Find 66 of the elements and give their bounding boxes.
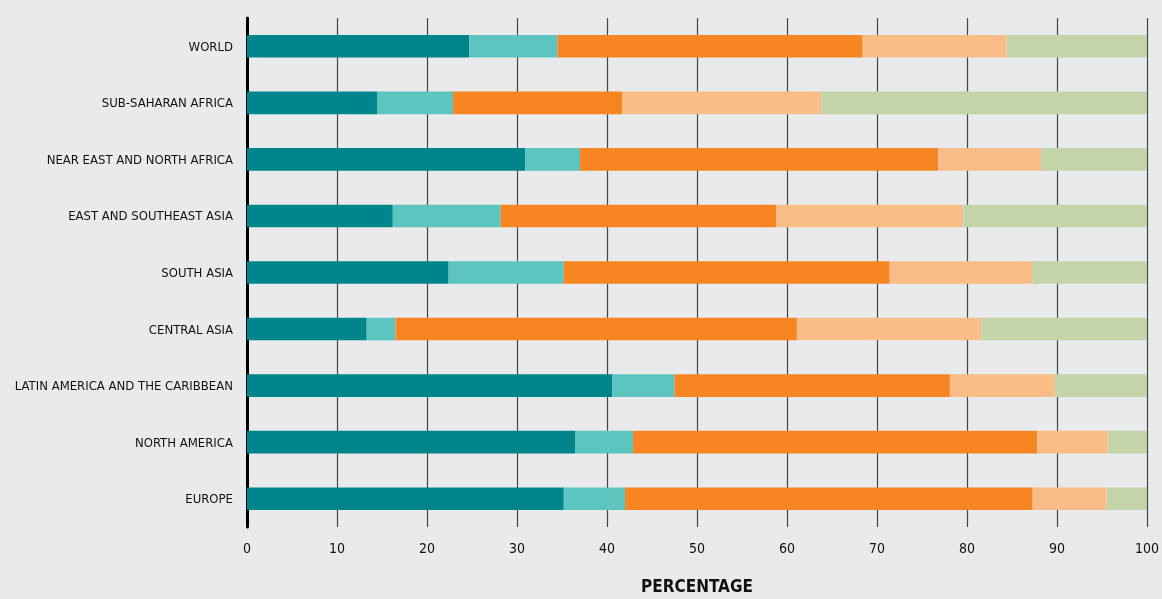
bar bbox=[247, 317, 367, 341]
bar bbox=[377, 91, 454, 115]
bar bbox=[622, 91, 822, 115]
y-tick-label: NORTH AMERICA bbox=[134, 434, 233, 450]
x-tick-label: 50 bbox=[688, 540, 706, 556]
bar bbox=[624, 487, 1033, 511]
bar bbox=[247, 91, 378, 115]
bar bbox=[247, 430, 576, 454]
bar bbox=[796, 317, 982, 341]
bar bbox=[453, 91, 623, 115]
bar bbox=[247, 34, 470, 58]
bar bbox=[821, 91, 1147, 115]
bar bbox=[448, 261, 564, 284]
bar bbox=[981, 317, 1147, 341]
bar bbox=[247, 148, 526, 171]
y-tick-label: SOUTH ASIA bbox=[161, 265, 233, 280]
x-axis-title: PERCENTAGE bbox=[641, 575, 753, 596]
bar bbox=[889, 261, 1033, 284]
x-tick-label: 0 bbox=[242, 540, 252, 556]
x-tick-label: 40 bbox=[598, 540, 616, 556]
bar bbox=[575, 430, 634, 454]
bar bbox=[862, 34, 1007, 58]
bar bbox=[1032, 487, 1107, 511]
x-tick-label: 90 bbox=[1048, 540, 1065, 556]
bar bbox=[247, 204, 393, 228]
x-tick-label: 100 bbox=[1134, 540, 1160, 556]
bar bbox=[1108, 430, 1147, 454]
x-tick-label: 20 bbox=[418, 540, 436, 556]
bar bbox=[247, 261, 449, 284]
bar bbox=[1006, 34, 1147, 58]
bar bbox=[963, 204, 1147, 228]
x-tick-label: 30 bbox=[508, 540, 526, 556]
bar bbox=[392, 204, 501, 228]
y-tick-label: EAST AND SOUTHEAST ASIA bbox=[68, 208, 233, 224]
bar bbox=[563, 261, 890, 284]
bar bbox=[247, 374, 613, 397]
bar bbox=[1106, 487, 1147, 511]
x-tick-label: 10 bbox=[328, 540, 346, 556]
bar bbox=[776, 204, 964, 228]
y-tick-label: WORLD bbox=[188, 38, 233, 54]
bar bbox=[612, 374, 675, 397]
x-tick-label: 70 bbox=[868, 540, 885, 556]
y-tick-label: SUB-SAHARAN AFRICA bbox=[101, 95, 233, 111]
y-tick-label: LATIN AMERICA AND THE CARIBBEAN bbox=[14, 378, 233, 394]
y-tick-label: NEAR EAST AND NORTH AFRICA bbox=[46, 151, 233, 167]
bar bbox=[1037, 430, 1109, 454]
bar bbox=[949, 374, 1056, 397]
bar bbox=[469, 34, 558, 58]
x-tick-label: 60 bbox=[778, 540, 796, 556]
bar bbox=[500, 204, 777, 228]
bar bbox=[1040, 148, 1147, 171]
y-tick-label: EUROPE bbox=[185, 491, 233, 507]
bar bbox=[674, 374, 950, 397]
bar bbox=[1032, 261, 1147, 284]
bar bbox=[563, 487, 625, 511]
bar bbox=[366, 317, 396, 341]
bar bbox=[557, 34, 863, 58]
y-tick-label: CENTRAL ASIA bbox=[148, 321, 233, 337]
x-tick-label: 80 bbox=[958, 540, 975, 556]
bar bbox=[633, 430, 1038, 454]
bar bbox=[247, 487, 564, 511]
bar bbox=[579, 148, 939, 171]
bar bbox=[395, 317, 797, 341]
bar bbox=[525, 148, 580, 171]
bar bbox=[938, 148, 1041, 171]
bar bbox=[1055, 374, 1147, 397]
